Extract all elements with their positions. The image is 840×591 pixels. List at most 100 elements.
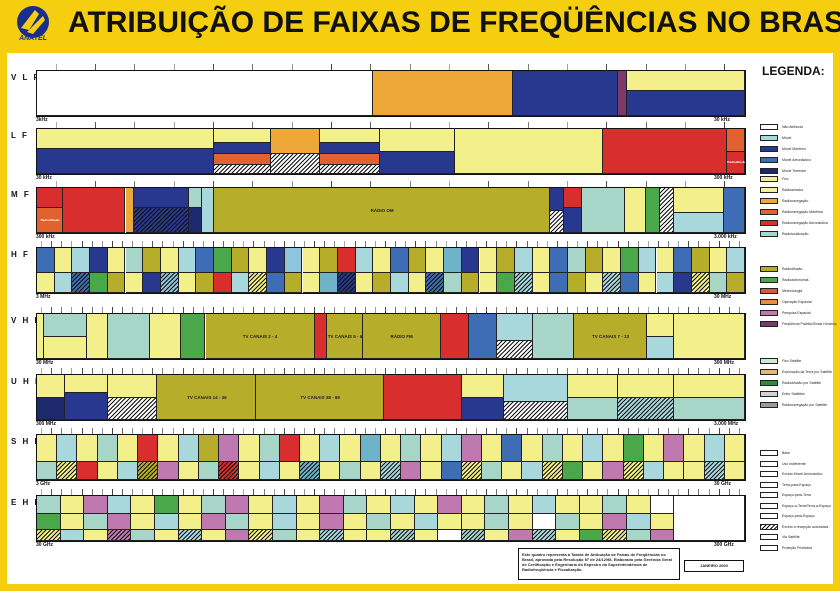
allocation-segment — [86, 314, 108, 359]
legend-label: Espaço-para-Terra — [782, 493, 811, 497]
allocation-segment — [617, 397, 675, 420]
band-start-frequency: 300 kHz — [36, 234, 55, 240]
allocation-segment — [337, 248, 356, 273]
allocation-segment — [603, 272, 622, 293]
band-start-frequency: 3kHz — [36, 117, 48, 123]
allocation-segment — [138, 462, 159, 480]
allocation-segment — [485, 529, 509, 541]
allocation-segment — [626, 91, 745, 116]
allocation-segment — [214, 248, 232, 273]
legend-label: Fixo — [782, 177, 789, 181]
allocation-segment — [461, 397, 505, 420]
legend-swatch — [760, 277, 778, 283]
allocation-segment — [77, 435, 98, 462]
allocation-segment — [438, 496, 462, 514]
allocation-segment — [585, 272, 604, 293]
allocation-segment — [647, 314, 675, 337]
allocation-segment — [57, 462, 78, 480]
allocation-segment — [461, 435, 483, 462]
legend-label: Móvel Marítimo — [782, 147, 806, 151]
allocation-segment — [60, 514, 85, 530]
allocation-segment — [674, 375, 745, 398]
allocation-segment — [180, 314, 206, 359]
allocation-segment — [131, 514, 155, 530]
allocation-segment — [320, 272, 338, 293]
allocation-segment — [143, 272, 161, 293]
logo-text: ANATEL — [19, 35, 47, 42]
allocation-segment — [383, 375, 462, 420]
allocation-segment — [178, 435, 199, 462]
allocation-segment — [320, 496, 344, 514]
allocation-segment — [320, 153, 381, 165]
allocation-segment — [360, 462, 381, 480]
allocation-segment — [362, 314, 441, 359]
allocation-segment — [249, 529, 273, 541]
allocation-segment — [621, 248, 639, 273]
allocation-segment — [485, 514, 509, 530]
allocation-segment — [691, 248, 710, 273]
allocation-segment — [367, 496, 391, 514]
band-end-frequency: 3.000 kHz — [714, 234, 737, 240]
allocation-segment — [302, 272, 321, 293]
legend-label: Móvel Terrestre — [782, 169, 807, 173]
allocation-segment — [178, 272, 197, 293]
date-text: JANEIRO 2000 — [700, 563, 728, 568]
allocation-segment — [674, 272, 692, 293]
legend-label: Não Atribuído — [782, 125, 804, 129]
allocation-segment — [724, 462, 745, 480]
allocation-segment — [178, 496, 203, 514]
allocation-segment — [550, 210, 565, 233]
allocation-segment — [340, 435, 361, 462]
legend-swatch — [760, 391, 778, 397]
allocation-segment — [674, 248, 692, 273]
allocation-segment — [219, 462, 240, 480]
allocation-segment — [373, 272, 391, 293]
band-start-frequency: 3 MHz — [36, 294, 51, 300]
segment-label: TV CANAIS 2 - 4 — [242, 333, 278, 339]
band-name: H F — [11, 250, 30, 259]
allocation-segment — [256, 375, 384, 420]
allocation-segment — [373, 71, 513, 116]
allocation-segment — [37, 149, 214, 174]
allocation-segment — [727, 129, 745, 152]
allocation-segment — [550, 272, 568, 293]
allocation-segment — [214, 153, 271, 165]
tick-row — [36, 489, 744, 495]
allocation-segment — [482, 435, 503, 462]
allocation-segment — [178, 514, 203, 530]
allocation-segment — [617, 375, 675, 398]
allocation-segment — [158, 435, 179, 462]
allocation-segment — [314, 314, 328, 359]
allocation-segment — [214, 272, 232, 293]
allocation-segment — [468, 314, 498, 359]
allocation-segment — [485, 496, 509, 514]
allocation-segment — [296, 514, 321, 530]
allocation-segment — [556, 496, 580, 514]
allocation-segment — [603, 248, 622, 273]
band-name: V H F — [11, 316, 42, 325]
allocation-segment — [724, 435, 745, 462]
allocation-segment — [84, 529, 108, 541]
allocation-segment — [343, 529, 368, 541]
allocation-segment — [196, 248, 214, 273]
allocation-segment — [155, 529, 179, 541]
allocation-segment — [482, 462, 503, 480]
allocation-segment — [727, 272, 745, 293]
allocation-segment — [509, 529, 533, 541]
legend-label: Pesquisa Espacial — [782, 311, 811, 315]
allocation-segment — [125, 248, 144, 273]
allocation-segment — [626, 71, 745, 92]
allocation-segment — [514, 248, 533, 273]
allocation-segment — [426, 272, 445, 293]
segment-label: Radiodifusão — [727, 159, 746, 164]
allocation-segment — [444, 248, 462, 273]
allocation-segment — [408, 272, 427, 293]
allocation-segment — [564, 188, 583, 209]
allocation-segment — [621, 272, 639, 293]
allocation-segment — [44, 314, 87, 337]
allocation-segment — [160, 272, 179, 293]
allocation-segment — [107, 496, 132, 514]
allocation-segment — [320, 462, 341, 480]
allocation-segment — [627, 529, 651, 541]
